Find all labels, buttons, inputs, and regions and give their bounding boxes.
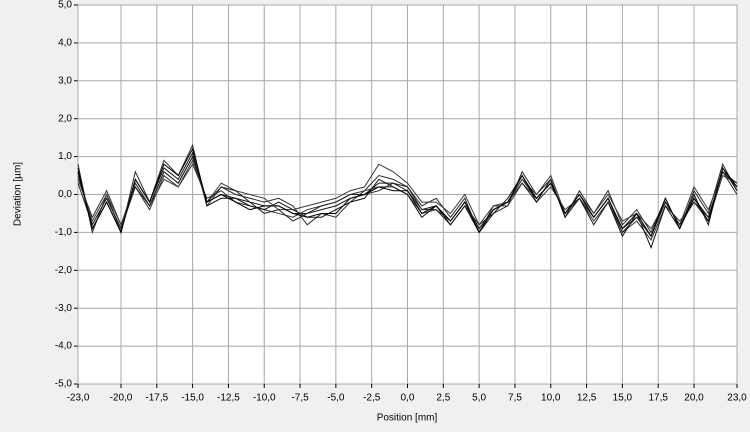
x-tick-label: 10,0	[541, 393, 561, 404]
series-line	[77, 159, 738, 230]
x-tick-label: 15,0	[613, 393, 633, 404]
y-tick-label: 0,0	[58, 189, 72, 200]
y-tick-label: 2,0	[58, 113, 72, 124]
x-tick-label: -15,0	[181, 393, 204, 404]
y-tick-label: -2,0	[55, 265, 73, 276]
y-tick-label: 5,0	[58, 0, 72, 11]
y-tick-label: -4,0	[55, 341, 73, 352]
x-tick-label: 20,0	[684, 393, 704, 404]
x-tick-label: -10,0	[253, 393, 276, 404]
y-tick-label: -3,0	[55, 303, 73, 314]
x-tick-label: -2,5	[363, 393, 381, 404]
y-tick-label: 3,0	[58, 75, 72, 86]
series-line	[77, 151, 738, 249]
x-tick-label: 5,0	[472, 393, 486, 404]
x-tick-label: 0,0	[401, 393, 415, 404]
x-tick-label: -23,0	[67, 393, 90, 404]
x-tick-label: 7,5	[508, 393, 522, 404]
y-tick-label: 4,0	[58, 38, 72, 49]
x-tick-label: -5,0	[327, 393, 345, 404]
y-tick-label: 1,0	[58, 151, 72, 162]
x-tick-label: 17,5	[648, 393, 668, 404]
x-axis-label: Position [mm]	[377, 413, 438, 424]
x-tick-label: -20,0	[110, 393, 133, 404]
y-axis-label: Deviation [µm]	[13, 162, 24, 226]
x-tick-label: 23,0	[727, 393, 747, 404]
x-tick-label: -17,5	[145, 393, 168, 404]
y-tick-label: -5,0	[55, 379, 73, 390]
series-line	[77, 147, 738, 238]
x-tick-label: 12,5	[577, 393, 597, 404]
x-tick-label: 2,5	[436, 393, 450, 404]
x-tick-label: -7,5	[291, 393, 309, 404]
x-tick-label: -12,5	[217, 393, 240, 404]
series-line	[77, 155, 738, 238]
y-tick-label: -1,0	[55, 227, 73, 238]
